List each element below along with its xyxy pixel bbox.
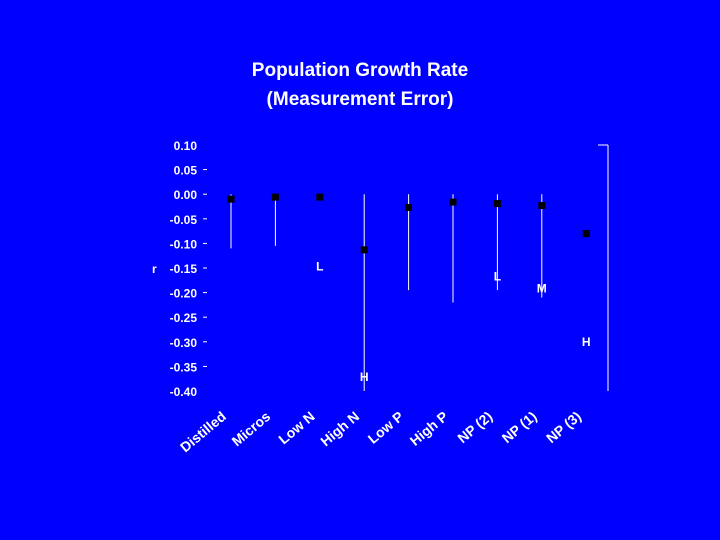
x-category-label: NP (1) bbox=[499, 408, 540, 446]
y-tick-label: 0.05 bbox=[174, 164, 198, 178]
data-point bbox=[538, 202, 546, 210]
chart-title-line2: (Measurement Error) bbox=[266, 89, 454, 110]
annotation-label: H bbox=[360, 370, 369, 384]
data-point bbox=[449, 198, 457, 206]
y-tick-label: 0.00 bbox=[174, 188, 198, 202]
y-tick-label: -0.25 bbox=[170, 311, 198, 325]
x-category-label: High P bbox=[407, 408, 451, 449]
data-point bbox=[227, 195, 235, 203]
x-category-label: Low P bbox=[365, 408, 407, 447]
y-tick-label: -0.10 bbox=[170, 237, 198, 251]
y-axis-label: r bbox=[152, 262, 157, 276]
y-tick-label: 0.10 bbox=[174, 139, 198, 153]
annotation-label: L bbox=[494, 269, 501, 283]
data-point bbox=[493, 200, 501, 208]
annotation-label: H bbox=[582, 335, 591, 349]
x-category-label: High N bbox=[317, 408, 362, 449]
x-category-label: NP (2) bbox=[454, 408, 495, 446]
chart-title-line1: Population Growth Rate bbox=[251, 60, 469, 81]
annotation-label: M bbox=[537, 282, 547, 296]
x-category-label: Low N bbox=[275, 408, 317, 447]
data-point bbox=[316, 193, 324, 201]
annotation-label: L bbox=[316, 260, 323, 274]
data-point bbox=[360, 246, 368, 254]
data-point bbox=[582, 230, 590, 238]
x-category-label: Distilled bbox=[177, 408, 229, 455]
x-category-label: NP (3) bbox=[543, 408, 584, 446]
y-tick-label: -0.15 bbox=[170, 262, 198, 276]
y-tick-label: -0.05 bbox=[170, 213, 198, 227]
y-tick-label: -0.40 bbox=[170, 385, 198, 399]
data-point bbox=[405, 203, 413, 211]
x-category-label: Micros bbox=[228, 408, 273, 449]
y-tick-label: -0.30 bbox=[170, 336, 198, 350]
data-point bbox=[271, 193, 279, 201]
y-tick-label: -0.20 bbox=[170, 287, 198, 301]
y-tick-label: -0.35 bbox=[170, 360, 198, 374]
